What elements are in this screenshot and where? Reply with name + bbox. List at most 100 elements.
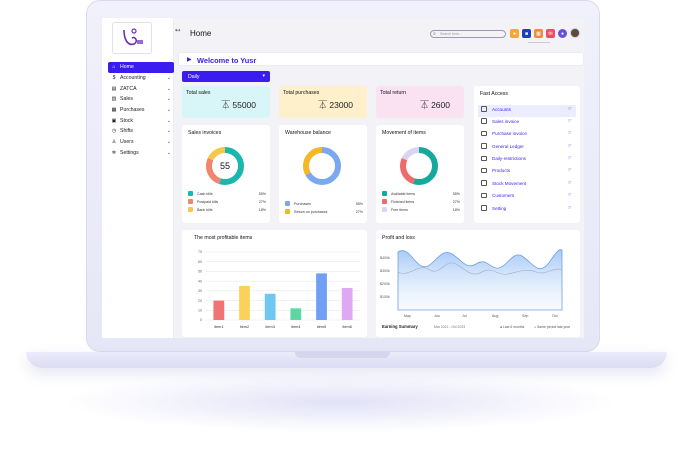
logo-mark-icon <box>123 28 143 46</box>
y-tick-label: 70 <box>198 250 202 254</box>
legend-percent: 55% <box>452 192 460 196</box>
date-range[interactable]: Mar 2022 - Oct 2023 <box>434 325 466 329</box>
sidebar-item-label: Accounting <box>120 75 146 82</box>
donut-slice <box>206 147 244 185</box>
bar-item6[interactable] <box>341 287 353 320</box>
legend-swatch <box>188 199 193 205</box>
sales-icon: ▥ <box>111 96 117 103</box>
y-tick-label: 40 <box>198 279 202 283</box>
fast-access-item[interactable]: Setting ☞ <box>478 204 576 216</box>
toolbar-underline <box>528 42 550 43</box>
profit-loss-chart: $400k $300k $200k $100k May Jun Jul Aug … <box>380 249 563 318</box>
fast-access-item[interactable]: Daily-restrictions ☞ <box>478 155 576 167</box>
fast-access-item[interactable]: Customers ☞ <box>478 192 576 204</box>
bar-item5[interactable] <box>316 273 327 320</box>
avatar[interactable] <box>570 28 580 38</box>
card-title: Sales invoices <box>188 130 222 136</box>
sidebar-item-zatca[interactable]: ▤ ZATCA ⌄ <box>108 83 174 94</box>
legend-percent: 18% <box>258 208 266 213</box>
legend-swatch <box>382 207 387 213</box>
legend-item: Return on purchases 27% <box>285 209 363 217</box>
fast-access-item[interactable]: General Ledger ☞ <box>478 142 576 154</box>
legend-percent: 27% <box>452 200 460 205</box>
gear-icon: ✲ <box>111 149 117 156</box>
warehouse-donut <box>303 147 341 185</box>
settings-circle-icon[interactable]: ● <box>558 29 567 38</box>
welcome-banner: ▶ Welcome to Yusr <box>178 52 584 66</box>
legend-percent: 27% <box>258 200 266 205</box>
legend-percent: 55% <box>355 202 363 206</box>
fast-access-item[interactable]: Stock Movement ☞ <box>478 179 576 191</box>
donut-center-value: 55 <box>220 161 230 171</box>
stock-icon: ▣ <box>111 117 117 124</box>
y-tick-label: $100k <box>380 295 390 299</box>
document-icon <box>481 192 487 199</box>
document-icon <box>481 180 487 186</box>
x-tick-label: Aug <box>492 314 498 318</box>
mail-icon[interactable]: ✉ <box>546 29 555 38</box>
sidebar-item-stock[interactable]: ▣ Stock ⌄ <box>108 115 174 126</box>
donut-slice <box>206 147 244 185</box>
sidebar-item-purchases[interactable]: ▦ Purchases ⌄ <box>108 105 174 116</box>
legend-label: Return on purchases <box>294 210 328 215</box>
clock-icon: ◷ <box>111 128 117 135</box>
fast-access-item[interactable]: Purchase invoice ☞ <box>478 130 576 142</box>
chevron-down-icon: ⌄ <box>166 85 171 92</box>
y-tick-label: 60 <box>198 260 202 264</box>
y-tick-label: $200k <box>380 282 390 286</box>
search-input[interactable]: ⌕ Search here... <box>430 30 506 38</box>
bar-item1[interactable] <box>213 300 225 320</box>
calendar-icon[interactable]: ▦ <box>534 29 543 38</box>
stat-card-total-sales: Total sales ⏄ 55000 <box>182 86 270 118</box>
legend-item: Cash bills 55% <box>188 191 266 199</box>
sidebar-item-home[interactable]: ⌂ Home <box>108 62 174 73</box>
purchases-icon: ▦ <box>111 107 117 114</box>
document-icon <box>481 106 487 112</box>
legend-label: Available items <box>391 192 416 196</box>
sidebar-item-settings[interactable]: ✲ Settings ⌄ <box>108 148 174 159</box>
x-tick-label: item2 <box>240 325 249 329</box>
sidebar-nav: ⌂ Home $ Accounting ⌄ ▤ ZATCA ⌄ ▥ Sales ⌄ ▦ Purchase… <box>108 62 174 158</box>
app-logo[interactable] <box>112 22 152 54</box>
sidebar-item-users[interactable]: ♙ Users ⌄ <box>108 137 174 148</box>
legend-percent: 18% <box>452 208 460 213</box>
card-title: Profit and loss <box>382 235 415 241</box>
fast-access-item[interactable]: Sales invoice ☞ <box>478 117 576 129</box>
play-icon: ▶ <box>187 57 192 63</box>
x-tick-label: item1 <box>214 325 223 329</box>
y-tick-label: 0 <box>200 318 202 322</box>
fast-access-item[interactable]: Accounts ☞ <box>478 105 576 118</box>
fast-access-label: Accounts <box>492 106 511 112</box>
dollar-icon: $ <box>112 75 116 82</box>
movement-donut <box>400 147 438 185</box>
notification-icon[interactable]: ● <box>510 29 519 38</box>
fast-access-label: Products <box>492 168 511 174</box>
chart-title: The most profitable items <box>194 235 253 241</box>
collapse-sidebar-icon[interactable]: ↤ <box>175 28 181 34</box>
sidebar-item-accounting[interactable]: $ Accounting ⌄ <box>108 73 174 84</box>
legend-dot: ● <box>534 325 537 329</box>
legend-percent: 55% <box>258 192 266 196</box>
bar-item4[interactable] <box>290 308 302 320</box>
legend-swatch <box>382 191 387 196</box>
bar-item3[interactable] <box>264 293 276 320</box>
sidebar-item-label: Home <box>120 64 134 71</box>
fast-access-item[interactable]: Products ☞ <box>478 167 576 179</box>
line-series-same-period <box>397 262 563 275</box>
stat-value: ⏄ 23000 <box>318 100 353 110</box>
legend-percent: 27% <box>355 210 363 215</box>
sidebar-item-shifts[interactable]: ◷ Shifts ⌄ <box>108 126 174 137</box>
chevron-down-icon: ⌄ <box>166 128 171 135</box>
pointer-icon: ☞ <box>567 155 572 162</box>
main-content: Home ⌕ Search here... ● ■ ▦ ✉ ● ▶ Welcom… <box>178 18 584 338</box>
fast-access-label: Setting <box>492 205 507 211</box>
fast-access-label: Customers <box>492 193 515 199</box>
period-select[interactable]: Daily ▾ <box>182 71 270 82</box>
chevron-down-icon: ⌄ <box>166 117 171 124</box>
square-icon[interactable]: ■ <box>522 29 531 38</box>
stat-title: Total return <box>380 90 406 96</box>
x-tick-label: item4 <box>291 325 300 329</box>
bar-item2[interactable] <box>239 286 250 320</box>
legend-swatch <box>188 191 193 196</box>
sidebar-item-sales[interactable]: ▥ Sales ⌄ <box>108 94 174 105</box>
